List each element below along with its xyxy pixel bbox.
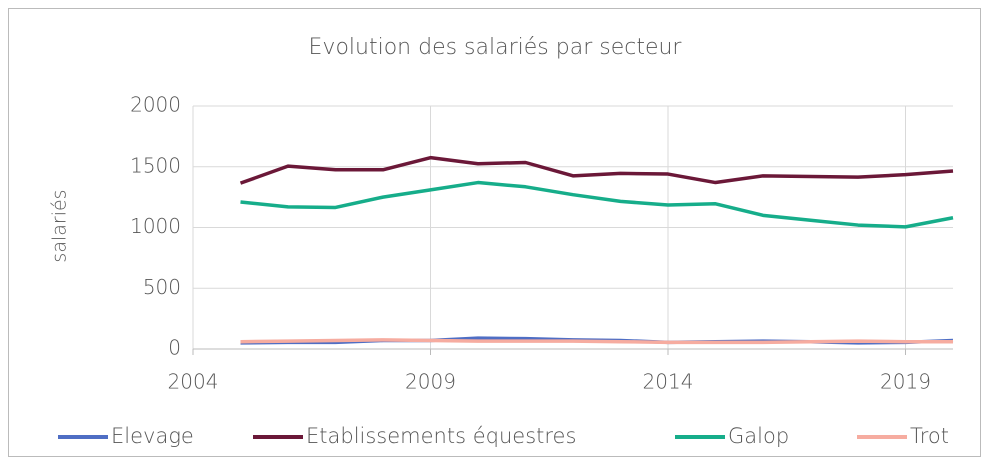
y-tick-label: 1000 [130, 214, 181, 238]
chart-border [8, 8, 981, 457]
chart-title: Evolution des salariés par secteur [309, 35, 683, 60]
y-tick-label: 1500 [130, 153, 181, 177]
x-tick-label: 2014 [643, 370, 694, 394]
y-tick-label: 0 [168, 336, 181, 360]
x-tick-label: 2004 [168, 370, 219, 394]
series-line [239, 155, 954, 185]
x-tick-label: 2019 [880, 370, 931, 394]
legend-label: Galop [728, 424, 789, 448]
y-tick-label: 2000 [130, 93, 181, 117]
y-axis-label: salariés [49, 189, 71, 262]
series-line [240, 338, 953, 345]
x-tick-label: 2009 [405, 370, 456, 394]
legend-label: Elevage [111, 424, 194, 448]
legend-label: Etablissements équestres [306, 424, 576, 448]
series-line [240, 180, 954, 229]
y-tick-label: 500 [143, 275, 181, 299]
legend-label: Trot [910, 424, 949, 448]
